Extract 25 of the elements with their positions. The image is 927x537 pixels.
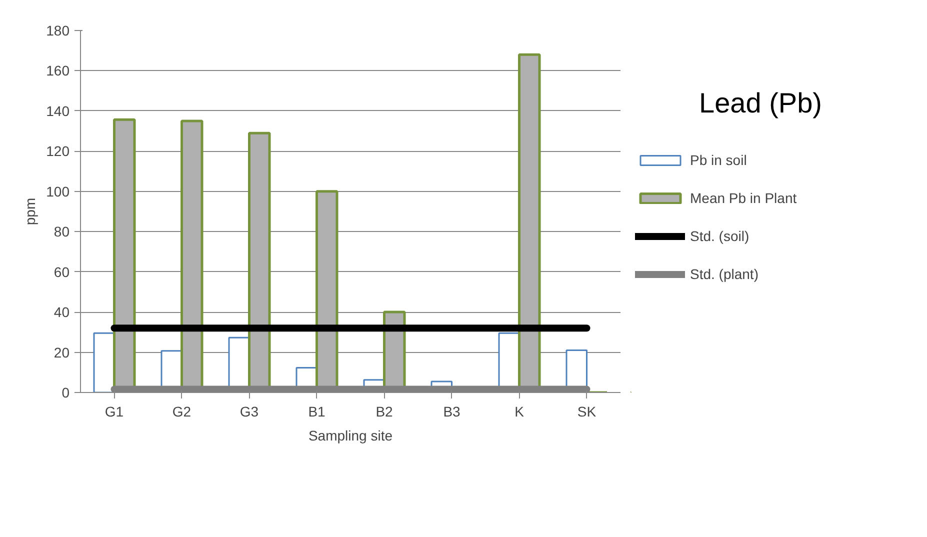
- legend-label: Std. (plant): [690, 266, 758, 282]
- y-tick-label: 0: [62, 384, 70, 400]
- y-tick-label: 40: [54, 304, 70, 320]
- text: Lead (Pb): [699, 87, 822, 118]
- x-tick-label: B2: [376, 404, 394, 420]
- y-axis-title: ppm: [22, 198, 38, 226]
- x-tick-label: G1: [104, 404, 124, 420]
- y-tick-label: 140: [46, 102, 70, 119]
- y-tick-label: 180: [46, 22, 70, 38]
- x-tick-label: K: [514, 404, 525, 420]
- y-tick-label: 20: [54, 344, 70, 360]
- x-tick-label: B3: [443, 404, 461, 420]
- y-tick-label: 100: [46, 183, 70, 200]
- x-tick-label: SK: [577, 404, 597, 420]
- legend-label: Pb in soil: [690, 152, 747, 168]
- x-tick-label: G2: [172, 404, 192, 420]
- y-tick-label: 120: [46, 143, 70, 160]
- legend-label: Mean Pb in Plant: [690, 190, 797, 206]
- x-tick-label: B1: [308, 404, 326, 420]
- y-tick-label: 80: [54, 224, 70, 240]
- x-axis-title: Sampling site: [308, 428, 393, 444]
- y-tick-label: 160: [46, 62, 70, 79]
- y-tick-label: 60: [54, 264, 70, 280]
- x-tick-label: G3: [240, 404, 259, 420]
- legend-label: Std. (soil): [690, 228, 750, 244]
